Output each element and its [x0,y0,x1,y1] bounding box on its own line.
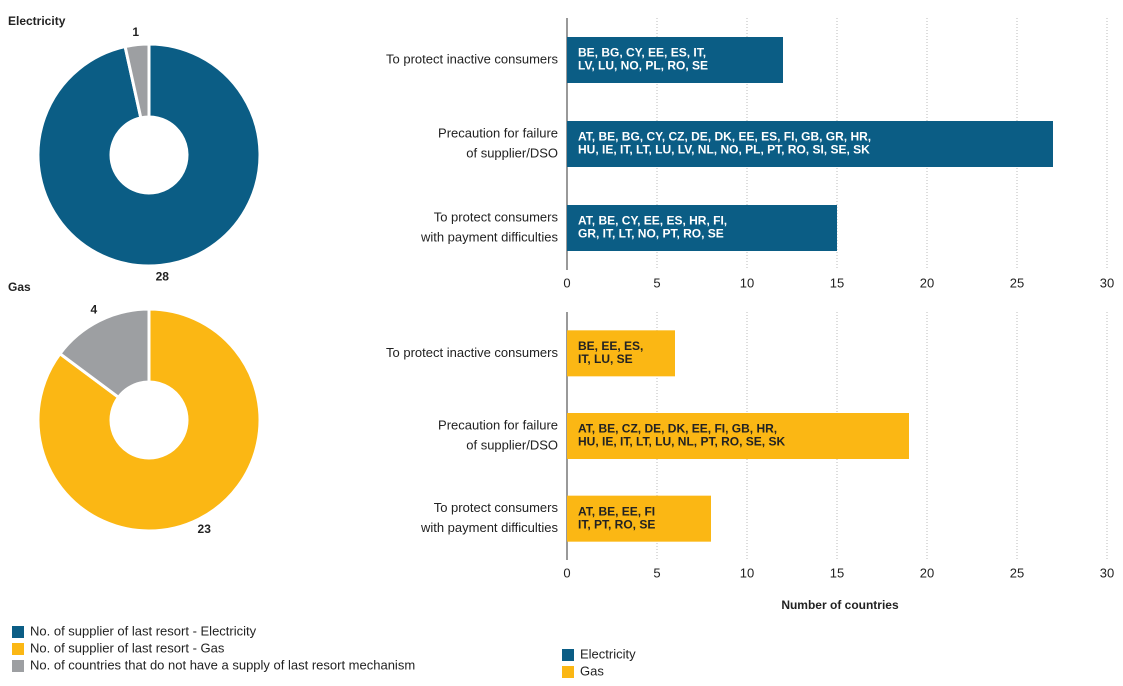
x-tick-label: 20 [920,275,934,290]
pie-slice [36,307,262,533]
legend-swatch [12,643,24,655]
legend-swatch [12,626,24,638]
bar-label: HU, IE, IT, LT, LU, NL, PT, RO, SE, SK [578,435,785,449]
x-axis-label: Number of countries [781,598,899,612]
bar [567,205,837,251]
x-tick-label: 30 [1100,565,1114,580]
x-tick-label: 10 [740,275,754,290]
legend-label: No. of supplier of last resort - Electri… [30,623,257,638]
legend-label: Gas [580,663,604,678]
x-tick-label: 25 [1010,565,1024,580]
bar-label: IT, LU, SE [578,352,633,366]
slice-label: 28 [156,269,170,283]
bar [567,495,711,542]
slice-label: 1 [132,25,139,39]
y-tick-label: of supplier/DSO [466,145,558,160]
x-tick-label: 5 [653,275,660,290]
bar-label: AT, BE, EE, FI [578,504,655,518]
x-tick-label: 30 [1100,275,1114,290]
legend-swatch [562,666,574,678]
bar-label: AT, BE, BG, CY, CZ, DE, DK, EE, ES, FI, … [578,130,871,144]
x-tick-label: 15 [830,565,844,580]
bar [567,413,909,459]
y-tick-label: To protect inactive consumers [386,345,558,360]
y-tick-label: Precaution for failure [438,125,558,140]
y-tick-label: with payment difficulties [420,520,559,535]
bar-label: IT, PT, RO, SE [578,517,655,531]
y-tick-label: with payment difficulties [420,229,559,244]
y-tick-label: To protect inactive consumers [386,51,558,66]
x-tick-label: 5 [653,565,660,580]
y-tick-label: To protect consumers [434,209,559,224]
bar [567,121,1053,167]
bar-label: LV, LU, NO, PL, RO, SE [578,59,708,73]
x-tick-label: 15 [830,275,844,290]
slice-label: 4 [90,302,97,316]
x-tick-label: 20 [920,565,934,580]
pie-slice [123,42,151,120]
x-tick-label: 25 [1010,275,1024,290]
legend-label: No. of supplier of last resort - Gas [30,640,225,655]
legend-swatch [12,660,24,672]
legend-label: Electricity [580,646,636,661]
bar-label: BE, EE, ES, [578,339,643,353]
bar [567,330,675,377]
y-tick-label: To protect consumers [434,500,559,515]
pie-slice [57,307,151,400]
legend-swatch [562,649,574,661]
pie-title: Electricity [8,14,66,28]
y-tick-label: of supplier/DSO [466,437,558,452]
bar-label: HU, IE, IT, LT, LU, LV, NL, NO, PL, PT, … [578,143,870,157]
slice-label: 23 [198,522,212,536]
pie-slice [36,42,262,268]
x-tick-label: 0 [563,275,570,290]
legend-label: No. of countries that do not have a supp… [30,657,415,672]
bar [567,37,783,83]
bar-label: AT, BE, CY, EE, ES, HR, FI, [578,214,727,228]
bar-label: AT, BE, CZ, DE, DK, EE, FI, GB, HR, [578,422,777,436]
bar-label: GR, IT, LT, NO, PT, RO, SE [578,227,724,241]
pie-title: Gas [8,280,31,294]
x-tick-label: 0 [563,565,570,580]
x-tick-label: 10 [740,565,754,580]
bar-label: BE, BG, CY, EE, ES, IT, [578,46,706,60]
y-tick-label: Precaution for failure [438,417,558,432]
